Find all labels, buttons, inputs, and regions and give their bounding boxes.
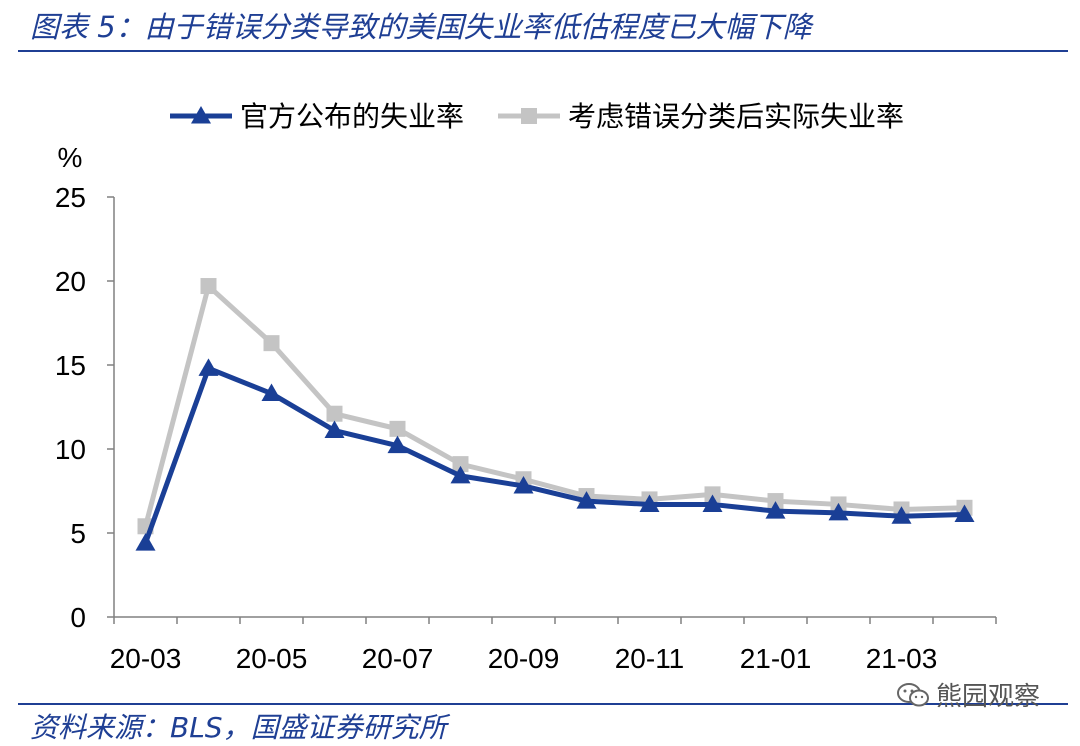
triangle-point	[702, 494, 723, 512]
y-tick-label: 15	[55, 350, 86, 381]
y-axis-unit: %	[58, 142, 83, 173]
watermark: 熊园观察	[896, 676, 1040, 713]
title-rule	[18, 50, 1068, 52]
y-tick-label: 20	[55, 266, 86, 297]
legend-marker	[521, 108, 537, 124]
x-tick-label: 20-09	[488, 643, 560, 674]
square-point	[200, 278, 217, 295]
triangle-point	[891, 506, 912, 524]
triangle-point	[828, 502, 849, 521]
x-tick-label: 21-03	[866, 643, 938, 674]
triangle-point	[135, 533, 156, 551]
unemployment-chart: 官方公布的失业率 考虑错误分类后实际失业率 % 0 5 10 15 20 25 20-03 20…	[55, 100, 997, 674]
y-tick-label: 10	[55, 434, 86, 465]
y-tick-label: 0	[70, 602, 86, 633]
triangle-point	[765, 501, 786, 519]
legend-label: 考虑错误分类后实际失业率	[568, 100, 904, 133]
chart-axes: 0 5 10 15 20 25 20-03 20-05 20-07 20-09 20-11 21-01…	[55, 182, 997, 674]
wechat-icon	[897, 682, 929, 706]
x-tick-label: 20-11	[615, 643, 685, 674]
source-rule	[18, 703, 1068, 705]
series-line	[143, 283, 965, 527]
x-tick-label: 20-07	[362, 643, 434, 674]
square-point	[263, 335, 280, 352]
series-line	[143, 365, 965, 544]
triangle-point	[639, 494, 660, 512]
square-point	[326, 405, 343, 422]
triangle-point	[450, 465, 471, 484]
legend-item: 考虑错误分类后实际失业率	[498, 100, 904, 133]
triangle-point	[261, 383, 282, 402]
x-tick-label: 20-03	[110, 643, 182, 674]
square-point	[452, 456, 469, 473]
square-point	[704, 486, 721, 503]
square-point	[767, 493, 784, 510]
triangle-point	[387, 435, 408, 454]
watermark-label: 熊园观察	[936, 682, 1041, 712]
legend-label: 官方公布的失业率	[240, 100, 464, 133]
legend-item: 官方公布的失业率	[170, 100, 464, 133]
y-tick-label: 5	[70, 518, 86, 549]
series-official	[135, 358, 975, 551]
triangle-point	[324, 420, 345, 439]
triangle-point	[954, 504, 975, 523]
legend-marker	[191, 106, 211, 124]
chart-series	[135, 278, 975, 551]
x-tick-label: 21-01	[740, 643, 812, 674]
x-tick-label: 20-05	[236, 643, 308, 674]
triangle-point	[513, 475, 534, 494]
triangle-point	[576, 491, 597, 509]
triangle-point	[198, 358, 219, 376]
chart-legend: 官方公布的失业率 考虑错误分类后实际失业率	[170, 100, 904, 133]
square-point	[389, 420, 406, 437]
y-tick-label: 25	[55, 182, 86, 213]
figure-title: 图表 5：由于错误分类导致的美国失业率低估程度已大幅下降	[30, 10, 812, 44]
source-note: 资料来源：BLS，国盛证券研究所	[30, 711, 447, 744]
